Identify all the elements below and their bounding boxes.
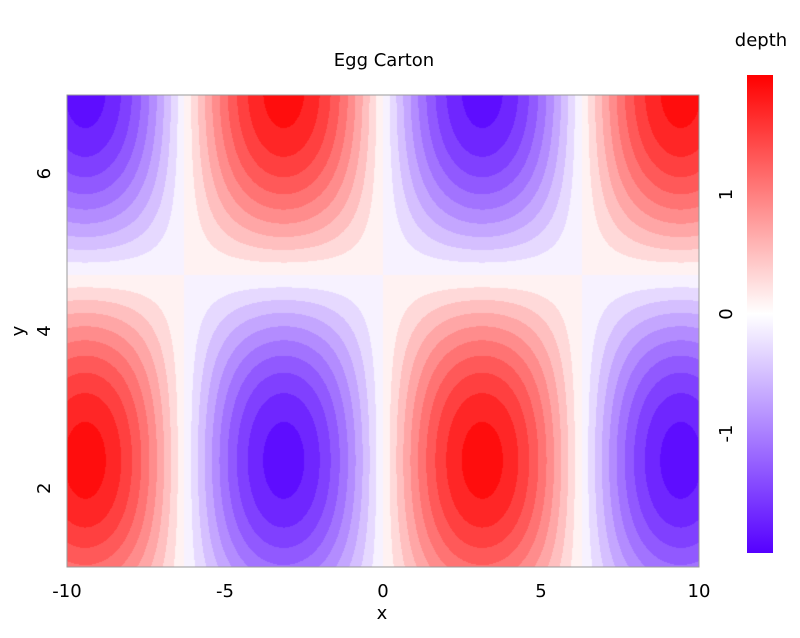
- x-tick-label: 10: [688, 581, 711, 602]
- y-axis-label: y: [8, 325, 29, 336]
- colorbar-ticks: -1 0 1: [716, 189, 737, 443]
- plot-area: [66, 94, 700, 568]
- x-tick-label: 5: [535, 581, 546, 602]
- colorbar-tick-label: 0: [716, 308, 737, 319]
- x-tick-label: -10: [52, 581, 81, 602]
- x-axis-ticks: -10 -5 0 5 10: [52, 581, 710, 602]
- y-tick-label: 4: [34, 325, 55, 336]
- colorbar-tick-label: 1: [716, 189, 737, 200]
- x-tick-label: -5: [216, 581, 234, 602]
- colorbar-label: depth: [735, 30, 787, 51]
- y-tick-label: 6: [34, 168, 55, 179]
- colorbar-tick-label: -1: [716, 425, 737, 443]
- plot-frame: [66, 94, 700, 568]
- heatmap-field: [67, 95, 699, 567]
- y-axis-ticks: 2 4 6: [34, 168, 55, 494]
- y-tick-label: 2: [34, 483, 55, 494]
- x-tick-label: 0: [377, 581, 388, 602]
- chart-title: Egg Carton: [334, 50, 434, 71]
- x-axis-label: x: [377, 603, 388, 624]
- colorbar-gradient: [747, 75, 773, 553]
- colorbar: depth -1 0 1: [716, 30, 787, 553]
